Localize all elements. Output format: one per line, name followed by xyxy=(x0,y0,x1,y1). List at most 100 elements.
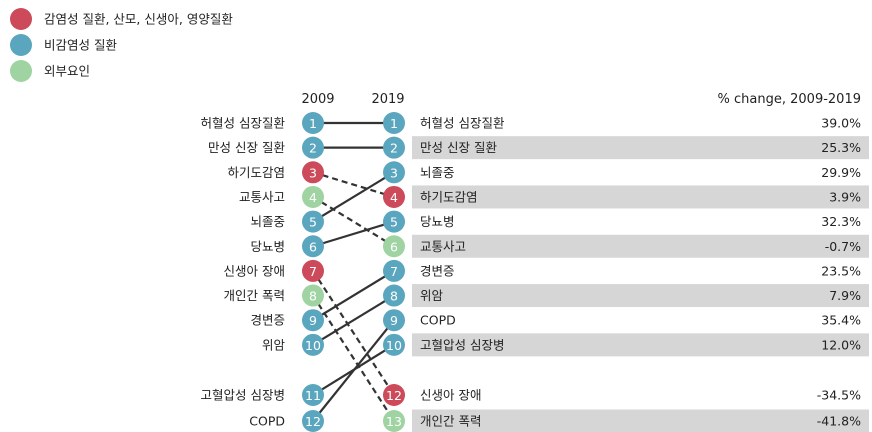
left-label-신생아-장애: 신생아 장애 xyxy=(224,263,285,278)
rank-line-하기도감염 xyxy=(312,171,395,199)
rank-line-당뇨병 xyxy=(312,220,395,248)
right-column-2019: 허혈성 심장질환 39.0% 만성 신장 질환 25.3% 하기도감염 3.9% 교통사고 -… xyxy=(420,116,861,429)
left-label-교통사고: 교통사고 xyxy=(239,189,285,204)
rank-circle-2009-개인간-폭력 xyxy=(302,284,324,307)
rank-circle-2019-경변증 xyxy=(383,259,405,282)
rank-line-뇌졸중 xyxy=(312,171,395,223)
rank-circle-2019-당뇨병 xyxy=(383,210,405,233)
rank-circle-2009-copd xyxy=(302,410,324,432)
header-percent-change: % change, 2009-2019 xyxy=(718,92,861,107)
rank-number-2019-허혈성-심장질환: 1 xyxy=(390,116,398,131)
rank-number-2019-교통사고: 6 xyxy=(390,239,398,254)
rank-circle-2019-위암 xyxy=(383,284,405,307)
right-label-개인간-폭력: 개인간 폭력 xyxy=(420,414,481,429)
right-label-교통사고: 교통사고 xyxy=(420,239,466,254)
rank-lines xyxy=(312,121,395,422)
left-label-뇌졸중: 뇌졸중 xyxy=(250,214,285,229)
rank-circle-2009-하기도감염 xyxy=(302,161,324,184)
rank-number-2009-뇌졸중: 5 xyxy=(309,215,317,230)
rank-line-개인간-폭력 xyxy=(312,294,395,422)
rank-circle-2019-copd xyxy=(383,309,405,332)
column-headers: 2009 2019 % change, 2009-2019 xyxy=(301,92,861,107)
rank-circle-2019-허혈성-심장질환 xyxy=(383,112,405,134)
left-label-copd: COPD xyxy=(249,414,285,429)
rank-line-신생아-장애 xyxy=(312,270,395,396)
left-label-당뇨병: 당뇨병 xyxy=(250,239,285,254)
rank-number-2009-만성-신장-질환: 2 xyxy=(309,141,317,156)
right-label-고혈압성-심장병: 고혈압성 심장병 xyxy=(420,337,504,352)
row-band-8 xyxy=(412,284,869,308)
left-label-하기도감염: 하기도감염 xyxy=(227,165,285,180)
rank-number-2009-고혈압성-심장병: 11 xyxy=(305,388,321,403)
rank-circle-2019-만성-신장-질환 xyxy=(383,136,405,159)
rank-number-2009-하기도감염: 3 xyxy=(309,165,317,180)
rank-line-교통사고 xyxy=(312,196,395,248)
right-label-당뇨병: 당뇨병 xyxy=(420,214,455,229)
rank-number-2009-허혈성-심장질환: 1 xyxy=(309,116,317,131)
percent-change-고혈압성-심장병: 12.0% xyxy=(821,337,861,352)
percent-change-뇌졸중: 29.9% xyxy=(821,165,861,180)
row-band-13 xyxy=(412,409,869,432)
legend-marker-external xyxy=(10,60,32,82)
right-label-경변증: 경변증 xyxy=(420,263,455,278)
header-2019: 2019 xyxy=(371,92,404,107)
rank-circle-2019-교통사고 xyxy=(383,235,405,258)
rank-circle-2019-고혈압성-심장병 xyxy=(383,333,405,356)
rank-circle-2019-신생아-장애 xyxy=(383,384,405,406)
rank-circle-2009-고혈압성-심장병 xyxy=(302,384,324,406)
rank-circle-2009-만성-신장-질환 xyxy=(302,136,324,159)
rank-circle-2009-신생아-장애 xyxy=(302,259,324,282)
percent-change-신생아-장애: -34.5% xyxy=(817,388,861,403)
percent-change-개인간-폭력: -41.8% xyxy=(817,414,861,429)
rank-circle-2019-뇌졸중 xyxy=(383,161,405,184)
percent-change-하기도감염: 3.9% xyxy=(829,189,861,204)
rank-circle-2019-개인간-폭력 xyxy=(383,410,405,432)
rank-number-2019-개인간-폭력: 13 xyxy=(386,414,402,429)
rank-number-2019-경변증: 7 xyxy=(390,264,398,279)
row-band-10 xyxy=(412,333,869,357)
right-label-신생아-장애: 신생아 장애 xyxy=(420,388,481,403)
rank-circle-2009-허혈성-심장질환 xyxy=(302,112,324,134)
rank-circle-2009-뇌졸중 xyxy=(302,210,324,233)
rank-number-2019-copd: 9 xyxy=(390,313,398,328)
rank-number-2019-당뇨병: 5 xyxy=(390,215,398,230)
right-label-뇌졸중: 뇌졸중 xyxy=(420,165,455,180)
left-label-위암: 위암 xyxy=(262,337,286,352)
legend-label-infectious: 감염성 질환, 산모, 신생아, 영양질환 xyxy=(44,12,233,27)
rank-line-위암 xyxy=(312,294,395,346)
rank-circle-2009-경변증 xyxy=(302,309,324,332)
right-label-하기도감염: 하기도감염 xyxy=(420,189,478,204)
percent-change-허혈성-심장질환: 39.0% xyxy=(821,116,861,131)
right-label-허혈성-심장질환: 허혈성 심장질환 xyxy=(420,116,505,131)
rank-circle-2019-하기도감염 xyxy=(383,185,405,208)
legend-label-noncommunicable: 비감염성 질환 xyxy=(44,38,117,53)
percent-change-copd: 35.4% xyxy=(821,313,861,328)
left-label-고혈압성-심장병: 고혈압성 심장병 xyxy=(201,388,285,403)
rank-number-2009-개인간-폭력: 8 xyxy=(309,289,317,304)
right-label-위암: 위암 xyxy=(420,288,444,303)
legend-marker-infectious xyxy=(10,8,32,30)
right-label-만성-신장-질환: 만성 신장 질환 xyxy=(420,140,497,155)
rank-circle-2009-위암 xyxy=(302,333,324,356)
row-band-6 xyxy=(412,234,869,258)
rank-line-경변증 xyxy=(312,269,395,322)
rank-number-2019-위암: 8 xyxy=(390,289,398,304)
percent-change-경변증: 23.5% xyxy=(821,263,861,278)
rank-circle-2009-당뇨병 xyxy=(302,235,324,258)
rank-circle-2009-교통사고 xyxy=(302,185,324,208)
percent-change-위암: 7.9% xyxy=(829,288,861,303)
rank-number-2009-당뇨병: 6 xyxy=(309,239,317,254)
row-band-2 xyxy=(412,136,869,160)
header-2009: 2009 xyxy=(301,92,334,107)
left-label-경변증: 경변증 xyxy=(250,313,285,328)
right-row-bands xyxy=(412,136,869,432)
legend-label-external: 외부요인 xyxy=(44,64,90,79)
percent-change-교통사고: -0.7% xyxy=(825,239,861,254)
rank-number-2019-하기도감염: 4 xyxy=(390,190,398,205)
rank-number-2009-신생아-장애: 7 xyxy=(309,264,317,279)
rank-number-2009-경변증: 9 xyxy=(309,313,317,328)
